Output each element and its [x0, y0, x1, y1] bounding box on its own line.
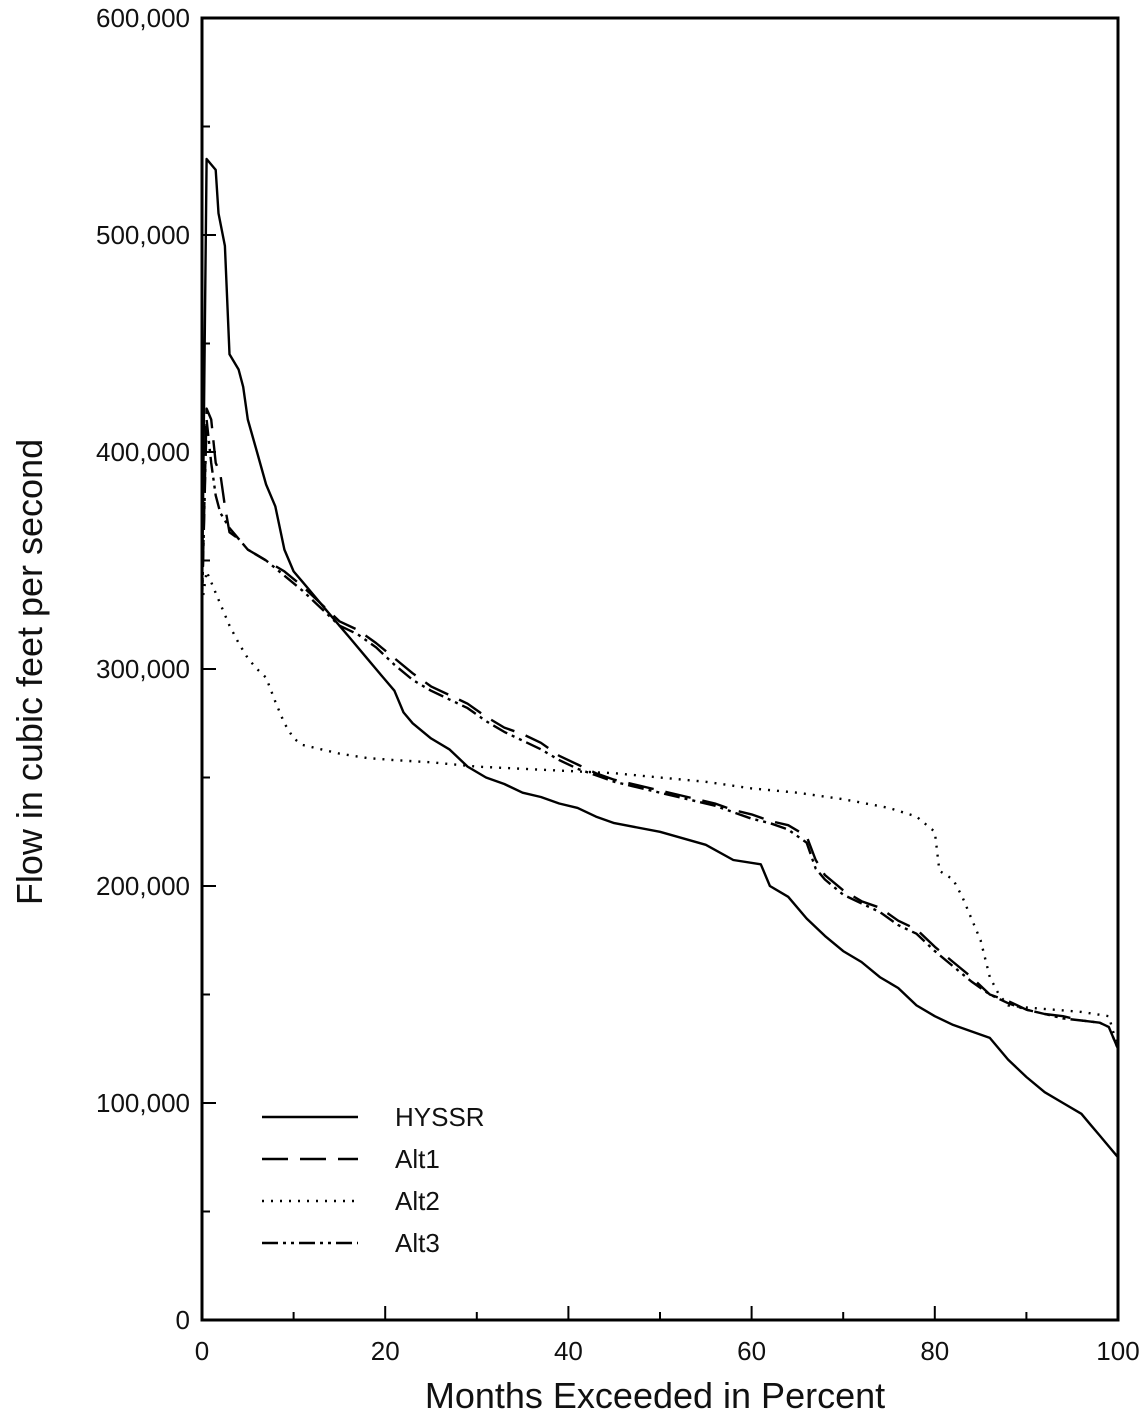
x-tick-label: 100 [1096, 1336, 1139, 1366]
y-tick-label: 600,000 [96, 3, 190, 33]
plot-frame [200, 16, 1120, 1322]
legend-label-alt3: Alt3 [395, 1228, 440, 1258]
x-tick-label: 60 [737, 1336, 766, 1366]
y-tick-label: 300,000 [96, 654, 190, 684]
y-tick-label: 0 [176, 1305, 190, 1335]
series-line-alt3 [200, 418, 1120, 1050]
y-tick-label: 500,000 [96, 220, 190, 250]
x-tick-label: 80 [920, 1336, 949, 1366]
y-axis-title: Flow in cubic feet per second [9, 439, 50, 905]
series-line-alt2 [200, 570, 1120, 1050]
x-tick-label: 0 [195, 1336, 209, 1366]
y-tick-label: 400,000 [96, 437, 190, 467]
tick-marks [201, 17, 1119, 1321]
legend: HYSSR Alt1 Alt2 Alt3 [262, 1102, 485, 1258]
series-lines [200, 157, 1120, 1159]
x-tick-label: 40 [554, 1336, 583, 1366]
series-line-alt1 [200, 407, 1120, 1050]
series-line-hyssr [200, 157, 1119, 1159]
legend-label-alt2: Alt2 [395, 1186, 440, 1216]
y-tick-label: 100,000 [96, 1088, 190, 1118]
y-tick-label: 200,000 [96, 871, 190, 901]
legend-label-alt1: Alt1 [395, 1144, 440, 1174]
x-axis-title: Months Exceeded in Percent [425, 1375, 885, 1416]
x-tick-label: 20 [371, 1336, 400, 1366]
legend-label-hyssr: HYSSR [395, 1102, 485, 1132]
tick-labels: 0 100,000 200,000 300,000 400,000 500,000 600,… [96, 3, 1140, 1366]
